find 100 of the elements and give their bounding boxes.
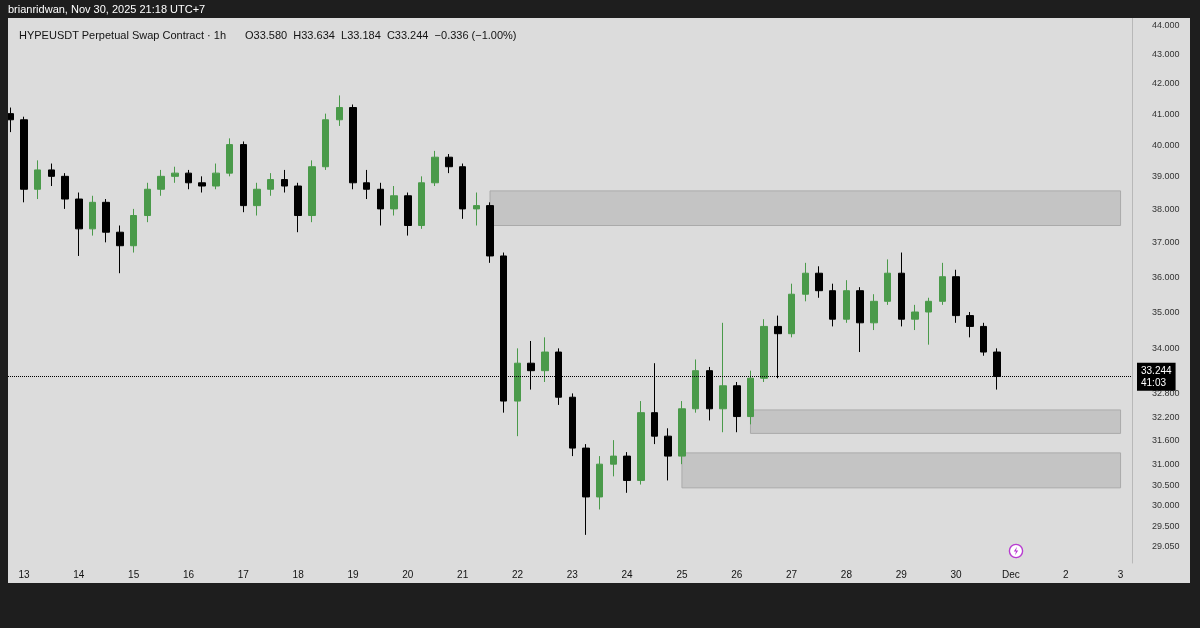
candlestick [582,443,590,536]
candlestick [829,283,836,327]
candlestick [623,451,631,494]
candlestick [198,175,206,194]
candlestick [966,311,974,338]
candlestick [541,336,549,383]
candlestick [102,198,110,243]
y-tick-label: 34.000 [1152,343,1180,354]
candlestick [281,169,288,194]
candlestick [157,169,165,197]
candlestick [240,140,247,213]
y-tick-label: 32.800 [1152,388,1180,399]
y-tick-label: 39.000 [1152,171,1180,182]
x-tick-label: 30 [950,568,963,580]
y-tick-label: 42.000 [1152,78,1180,89]
candlestick [692,358,699,414]
candlestick [171,166,179,184]
y-tick-label: 36.000 [1152,271,1180,282]
candlestick [363,169,370,200]
candlestick [815,265,823,299]
y-tick-label: 44.000 [1152,20,1180,31]
candlestick [144,182,151,223]
candlestick [788,283,795,338]
candlestick [514,347,521,437]
candlestick [911,304,919,331]
candlestick [130,208,137,254]
y-tick-label: 30.000 [1152,500,1180,511]
x-tick-label: 3 [1117,568,1124,580]
y-tick-label: 31.600 [1152,435,1180,446]
x-tick-label: 28 [840,568,853,580]
candlestick [20,116,28,203]
candlestick [664,427,672,481]
x-tick-label: 16 [182,568,195,580]
candlestick [952,269,960,324]
y-tick-label: 30.500 [1152,479,1180,490]
candlestick [980,322,987,357]
candlestick [445,153,453,174]
candlestick [61,172,69,210]
candlestick [884,258,891,306]
candlestick [226,137,233,177]
candlestick [8,107,14,133]
y-tick-label: 38.000 [1152,203,1180,214]
candlestick [596,455,603,510]
y-tick-label: 31.000 [1152,459,1180,470]
x-tick-label: 17 [237,568,250,580]
candlestick [678,400,686,465]
text: HYPEUSDT Perpetual Swap Contract · 1h [19,28,227,41]
x-tick-label: 27 [786,568,798,580]
x-tick-label: 14 [73,568,85,580]
candlestick [267,172,274,197]
candlestick [377,182,384,227]
x-tick-label: 19 [347,568,359,580]
candlestick [75,192,83,257]
y-tick-label: 40.000 [1152,139,1180,150]
x-tick-label: 25 [676,568,688,580]
x-tick-label: 29 [895,568,908,580]
candlestick [253,182,261,217]
y-tick-label: 43.000 [1152,48,1180,59]
candlestick [349,104,357,190]
candlestick [404,192,412,237]
y-tick-label: 41.000 [1152,108,1180,119]
candlestick [802,262,809,302]
candlestick [569,392,576,457]
y-tick-label: 37.000 [1152,237,1180,248]
candlestick [473,192,480,227]
candlestick [431,150,439,187]
candlestick [856,286,864,353]
candlestick [898,252,905,327]
candlestick [843,279,850,324]
candlestick [459,163,466,220]
candlestick [294,182,302,233]
candlestick [336,94,343,127]
x-tick-label: 21 [457,568,469,580]
candlestick [610,439,617,477]
x-tick-label: 20 [402,568,414,580]
candlestick [390,185,398,217]
candlestick [48,163,55,187]
candlestick [212,163,220,190]
x-tick-label: Dec [1002,568,1020,580]
candlestick [34,159,41,200]
x-tick-label: 24 [621,568,634,580]
y-tick-label: 35.000 [1152,307,1180,318]
candlestick [116,225,124,274]
candlestick [719,322,727,433]
candlestick [486,201,494,264]
candlestick [925,297,932,346]
text: O33.580 H33.634 L33.184 C33.244 −0.336 (−1.00%) [245,28,517,41]
x-tick-label: 23 [566,568,579,580]
x-tick-label: 2 [1062,568,1069,580]
candlestick [733,381,741,433]
x-tick-label: 15 [128,568,140,580]
candlestick [939,262,946,306]
x-tick-label: 18 [292,568,305,580]
candlestick [870,293,878,331]
candlestick [760,318,768,383]
text: brianridwan, Nov 30, 2025 21:18 UTC+7 [8,3,206,15]
y-tick-label: 29.500 [1152,521,1180,532]
candlestick [747,370,754,425]
y-tick-label: 29.050 [1152,540,1180,551]
ref-line-label: 33.244 41:03 [1141,365,1173,389]
